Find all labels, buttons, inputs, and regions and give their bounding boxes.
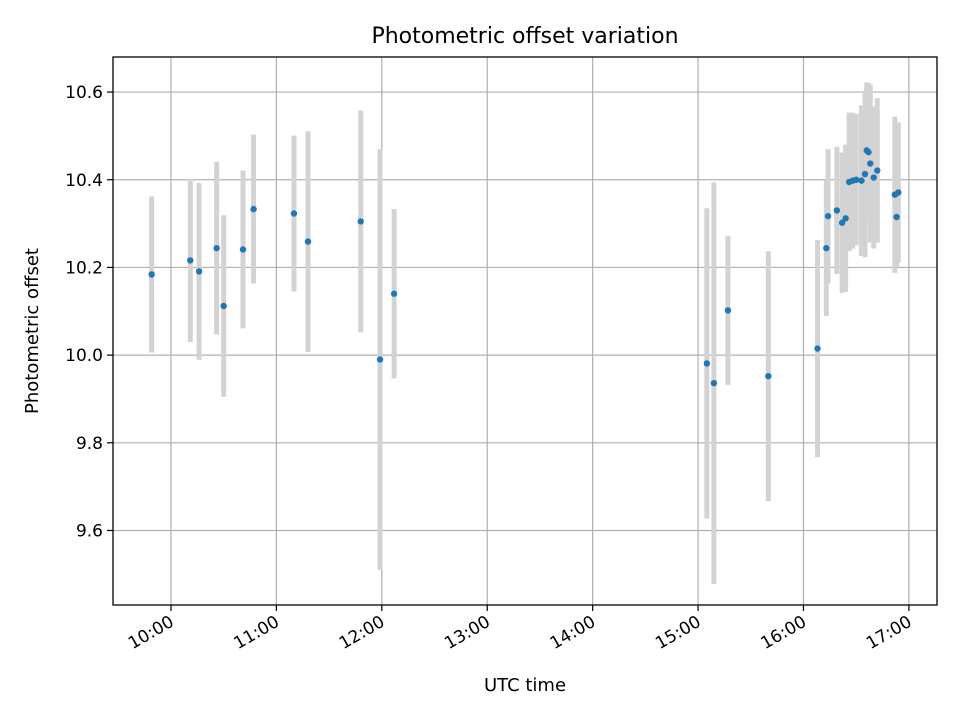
x-tick-label: 17:00 bbox=[863, 612, 915, 654]
data-point bbox=[239, 246, 247, 253]
data-point bbox=[838, 219, 846, 226]
data-point bbox=[858, 177, 865, 184]
data-point bbox=[814, 345, 821, 352]
x-tick-label: 10:00 bbox=[125, 612, 177, 654]
data-point bbox=[703, 360, 711, 367]
data-point bbox=[865, 148, 872, 156]
data-point bbox=[852, 176, 860, 183]
data-point bbox=[833, 207, 841, 214]
data-point bbox=[148, 271, 155, 278]
data-point bbox=[710, 379, 718, 387]
y-tick-label: 10.0 bbox=[65, 346, 103, 366]
data-point bbox=[304, 238, 312, 245]
x-tick-label: 12:00 bbox=[336, 612, 388, 654]
data-point bbox=[874, 167, 881, 174]
data-point bbox=[724, 307, 732, 314]
data-point bbox=[290, 210, 298, 217]
data-point bbox=[765, 372, 772, 380]
x-tick-label: 16:00 bbox=[758, 612, 810, 654]
x-tick-label: 15:00 bbox=[652, 612, 704, 654]
y-tick-label: 9.8 bbox=[76, 434, 103, 454]
data-point bbox=[187, 257, 194, 264]
x-tick-label: 14:00 bbox=[547, 612, 599, 654]
data-point bbox=[220, 302, 227, 310]
y-tick-label: 10.6 bbox=[65, 83, 103, 103]
data-point bbox=[357, 218, 364, 225]
errorbar-layer bbox=[149, 82, 901, 584]
data-point bbox=[390, 290, 398, 297]
y-tick-label: 10.4 bbox=[65, 171, 103, 191]
y-tick-label: 10.2 bbox=[65, 258, 103, 278]
x-axis-label: UTC time bbox=[484, 675, 566, 696]
data-point bbox=[213, 244, 220, 252]
point-layer bbox=[148, 147, 902, 387]
data-point bbox=[195, 268, 203, 275]
data-point bbox=[895, 189, 902, 196]
x-tick-label: 11:00 bbox=[230, 612, 282, 654]
data-point bbox=[893, 213, 900, 221]
data-point bbox=[823, 244, 830, 252]
data-point bbox=[861, 170, 869, 178]
tick-layer: 10:00 11:00 12:00 13:00 14:00 15:00 16:00 17:00… bbox=[65, 83, 915, 654]
data-point bbox=[870, 174, 877, 181]
data-point bbox=[250, 205, 257, 213]
y-axis-label: Photometric offset bbox=[22, 248, 43, 414]
data-point bbox=[842, 215, 849, 222]
data-point bbox=[867, 160, 874, 167]
grid-layer bbox=[113, 57, 937, 605]
y-tick-label: 9.6 bbox=[76, 521, 103, 541]
x-tick-label: 13:00 bbox=[441, 612, 493, 654]
chart-title: Photometric offset variation bbox=[371, 24, 678, 49]
data-point bbox=[824, 212, 832, 220]
plot-frame bbox=[112, 56, 938, 606]
data-point bbox=[376, 356, 384, 363]
